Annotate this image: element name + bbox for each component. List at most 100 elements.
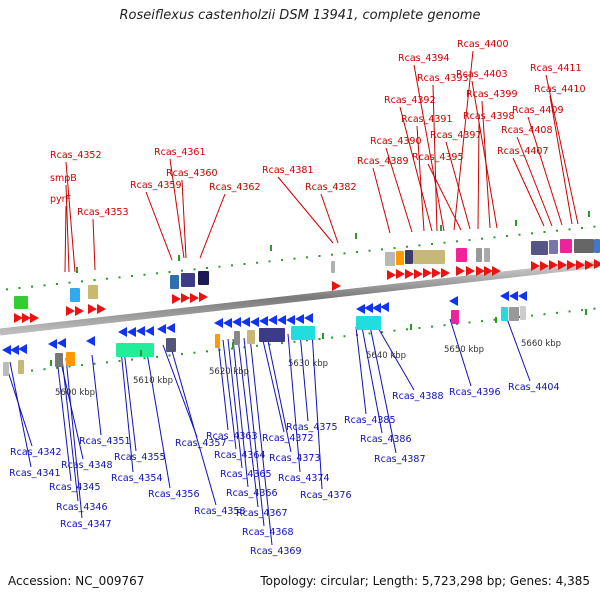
gene-label-top: Rcas_4381: [262, 165, 314, 176]
gene-label-bottom: Rcas_4348: [61, 460, 113, 471]
forward-gene-arrow: [199, 292, 208, 302]
gene-box: [549, 240, 558, 254]
gene-label-bottom: Rcas_4367: [236, 508, 288, 519]
gene-label-bottom: Rcas_4396: [449, 387, 501, 398]
tick-mark: [410, 324, 412, 330]
gene-box: [291, 326, 315, 340]
reverse-gene-arrow: [232, 317, 241, 327]
leader-line: [277, 176, 334, 244]
track-dot: [256, 261, 258, 264]
leader-line: [9, 361, 32, 468]
track-dot: [43, 284, 46, 287]
forward-gene-arrow: [30, 313, 39, 323]
leader-line: [372, 167, 391, 234]
track-dot: [556, 229, 558, 232]
track-dot: [593, 225, 596, 228]
gene-label-bottom: Rcas_4386: [360, 434, 412, 445]
track-dot: [406, 328, 408, 331]
track-dot: [468, 321, 471, 324]
reverse-gene-arrow: [295, 314, 304, 324]
gene-box: [331, 261, 335, 273]
reverse-gene-arrow: [268, 315, 277, 325]
track-dot: [568, 310, 571, 313]
track-dot: [168, 271, 171, 274]
reverse-gene-arrow: [10, 345, 19, 355]
forward-gene-arrow: [181, 293, 190, 303]
gene-box: [501, 307, 508, 321]
kbp-label: 5610 kbp: [133, 376, 173, 386]
kbp-label: 5640 kbp: [366, 351, 406, 361]
genome-backbone: [0, 260, 600, 336]
track-dot: [381, 248, 383, 251]
track-dot: [431, 325, 433, 328]
reverse-gene-arrow: [145, 326, 154, 336]
gene-label-bottom: Rcas_4366: [226, 488, 278, 499]
gene-label-top: Rcas_4395: [412, 152, 464, 163]
gene-label-top: Rcas_4352: [50, 150, 102, 161]
forward-gene-arrow: [456, 266, 465, 276]
tick-mark: [440, 225, 442, 231]
leader-line: [120, 349, 134, 473]
track-dot: [156, 272, 158, 275]
forward-gene-arrow: [441, 268, 450, 278]
leader-line: [222, 339, 237, 450]
gene-label-top: Rcas_4409: [512, 105, 564, 116]
leader-line: [181, 179, 187, 259]
track-dot: [56, 283, 58, 286]
reverse-gene-arrow: [259, 316, 268, 326]
leader-line: [145, 191, 173, 261]
gene-label-bottom: Rcas_4341: [9, 468, 61, 479]
gene-label-bottom: Rcas_4369: [250, 546, 302, 557]
leader-line: [162, 344, 198, 438]
forward-gene-arrow: [594, 259, 600, 269]
track-dot: [406, 245, 408, 248]
track-dot: [93, 279, 96, 282]
track-dot: [318, 255, 321, 258]
reverse-gene-arrow: [364, 303, 373, 313]
kbp-label: 5600 kbp: [55, 388, 95, 398]
leader-line: [311, 331, 323, 490]
gene-label-top: Rcas_4394: [398, 53, 450, 64]
track-dot: [218, 265, 221, 268]
gene-label-bottom: Rcas_4387: [374, 454, 426, 465]
track-dot: [343, 252, 346, 255]
gene-label-top: Rcas_4410: [534, 84, 586, 95]
leader-line: [199, 193, 226, 259]
forward-gene-arrow: [540, 261, 549, 271]
track-dot: [443, 324, 446, 327]
reverse-gene-arrow: [157, 324, 166, 334]
gene-box: [594, 239, 600, 253]
forward-gene-arrow: [66, 306, 75, 316]
track-dot: [506, 235, 508, 238]
gene-label-top: smpB: [50, 173, 77, 184]
leader-line: [477, 122, 480, 230]
gene-box: [560, 239, 572, 253]
track-dot: [31, 369, 33, 372]
leader-line: [399, 106, 433, 232]
reverse-gene-arrow: [277, 315, 286, 325]
gene-box: [18, 360, 24, 374]
gene-box: [396, 251, 404, 265]
gene-label-top: Rcas_4359: [130, 180, 182, 191]
tick-mark: [495, 317, 497, 323]
leader-line: [287, 333, 301, 473]
leader-line: [505, 315, 531, 382]
reverse-gene-arrow: [372, 303, 381, 313]
forward-gene-arrow: [396, 269, 405, 279]
leader-line: [232, 338, 249, 488]
track-dot: [143, 273, 146, 276]
track-dot: [368, 332, 371, 335]
leader-line: [249, 336, 273, 546]
gene-label-bottom: Rcas_4354: [111, 473, 163, 484]
forward-gene-arrow: [558, 260, 567, 270]
forward-gene-arrow: [172, 294, 181, 304]
gene-label-bottom: Rcas_4351: [79, 436, 131, 447]
reverse-gene-arrow: [223, 318, 232, 328]
track-dot: [581, 227, 583, 230]
leader-line: [123, 349, 137, 452]
forward-gene-arrow: [585, 260, 594, 270]
reverse-gene-arrow: [500, 291, 509, 301]
kbp-label: 5630 kbp: [288, 359, 328, 369]
gene-label-top: pyrF: [50, 194, 71, 205]
